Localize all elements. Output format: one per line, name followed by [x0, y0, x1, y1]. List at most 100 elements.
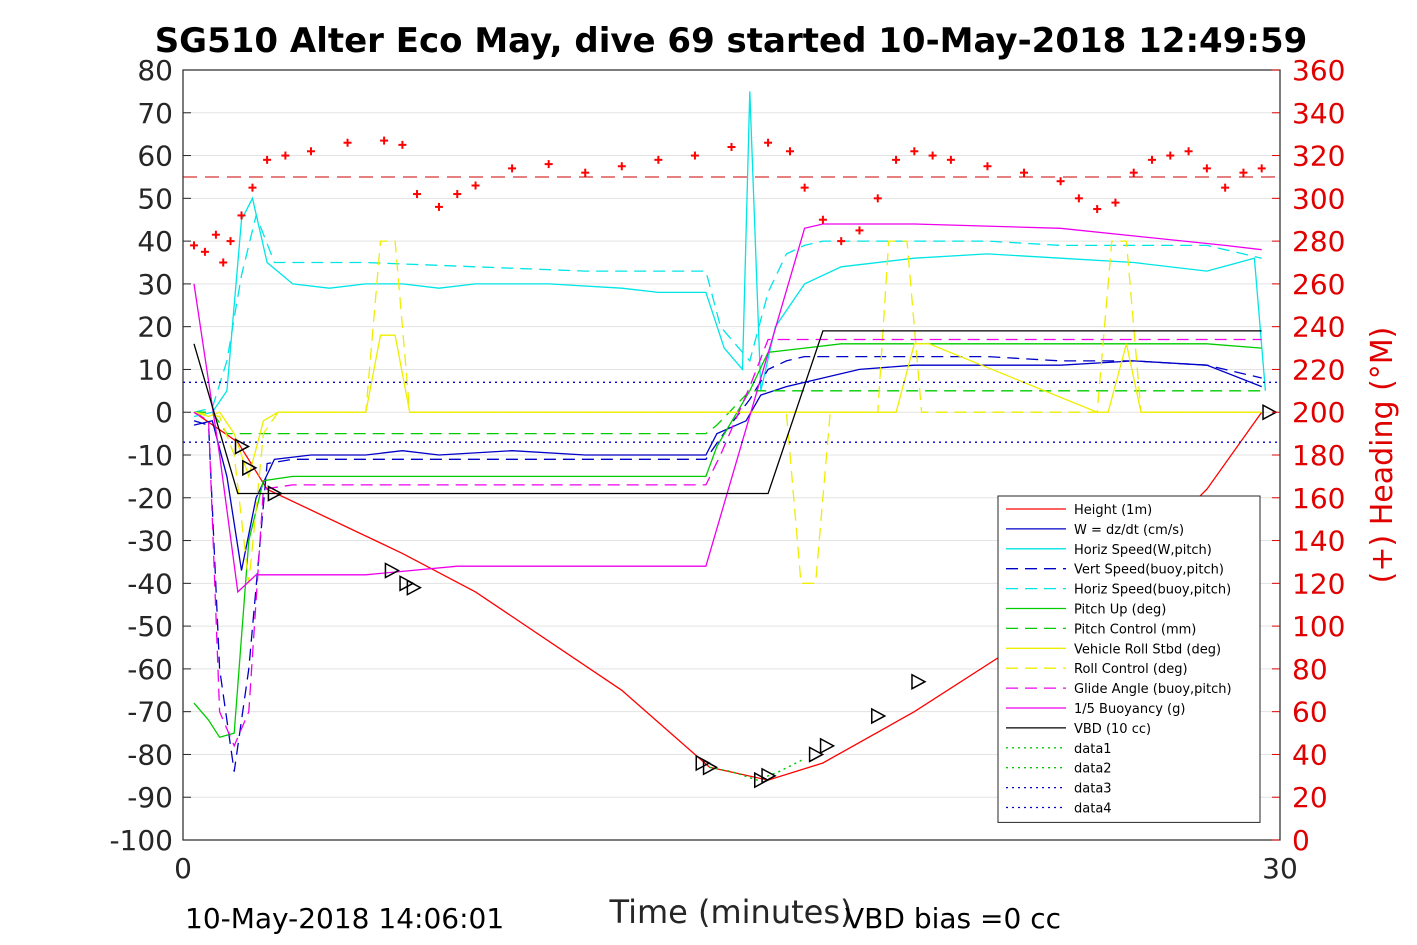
heading-point	[727, 143, 736, 151]
legend: Height (1m) W = dz/dt (cm/s) Horiz Speed(W…	[997, 495, 1261, 823]
chart-title: SG510 Alter Eco May, dive 69 started 10-…	[155, 21, 1308, 61]
legend-label: Pitch Control (mm)	[1074, 622, 1196, 637]
legend-label: Vert Speed(buoy,pitch)	[1074, 563, 1224, 578]
y2-tick-label: 320	[1292, 140, 1345, 173]
event-marker	[242, 459, 258, 477]
heading-point	[281, 151, 290, 160]
heading-point	[306, 147, 315, 156]
y2-tick-label: 340	[1292, 97, 1345, 130]
x-tick-label: 30	[1262, 852, 1298, 885]
heading-point	[581, 168, 590, 177]
y2-tick-label: 300	[1292, 182, 1345, 215]
y2-tick-label: 40	[1292, 738, 1328, 771]
y2-tick-label: 180	[1292, 439, 1345, 472]
heading-point	[211, 230, 220, 239]
heading-point	[617, 162, 626, 171]
heading-point	[1074, 194, 1083, 203]
event-marker	[1262, 403, 1278, 421]
x-tick-label: 0	[174, 852, 192, 885]
y-tick-label: 50	[137, 182, 173, 215]
y-tick-label: -50	[127, 610, 173, 643]
y2-tick-label: 240	[1292, 311, 1345, 344]
y-tick-label: -70	[127, 696, 173, 729]
legend-label: Horiz Speed(W,pitch)	[1074, 543, 1212, 558]
event-marker	[234, 438, 251, 455]
heading-point	[263, 155, 272, 164]
event-marker	[761, 767, 777, 785]
y2-tick-label: 280	[1292, 225, 1345, 258]
heading-point	[654, 155, 663, 164]
y2-tick-label: 200	[1292, 396, 1345, 429]
heading-point	[398, 140, 407, 149]
heading-point	[544, 160, 553, 169]
heading-point	[764, 138, 773, 147]
y-tick-label: -10	[127, 439, 173, 472]
y-tick-label: -40	[127, 567, 173, 600]
heading-point	[1148, 155, 1157, 164]
legend-label: data1	[1074, 742, 1112, 757]
right-axis-label: (+) Heading (°M)	[1365, 327, 1400, 584]
event-marker	[808, 746, 825, 763]
y2-tick-label: 160	[1292, 482, 1345, 515]
y2-tick-label: 360	[1292, 54, 1345, 87]
heading-point	[434, 202, 443, 211]
heading-point	[800, 183, 809, 192]
heading-point	[837, 237, 846, 246]
heading-point	[818, 215, 827, 224]
event-marker	[406, 579, 422, 596]
heading-point	[1257, 164, 1266, 173]
series-line-6	[194, 390, 1262, 435]
heading-point	[189, 241, 198, 250]
heading-point	[786, 147, 795, 156]
heading-point	[453, 190, 462, 199]
y2-tick-label: 80	[1292, 653, 1328, 686]
heading-point	[248, 183, 257, 192]
legend-label: data3	[1074, 782, 1112, 797]
series-line-11	[193, 330, 1262, 495]
event-marker	[695, 754, 711, 772]
y-tick-label: 60	[137, 140, 173, 173]
series-line-2	[193, 91, 1267, 418]
y-tick-label: -30	[127, 525, 173, 558]
series-line-9	[193, 338, 1262, 748]
tick-layer: 80706050403020100-10-20-30-40-50-60-70-8…	[109, 54, 1345, 885]
heading-point	[1111, 198, 1120, 207]
heading-point	[1202, 164, 1211, 173]
y-tick-label: 0	[155, 396, 173, 429]
series-line-5	[193, 343, 1262, 739]
y2-tick-label: 120	[1292, 567, 1345, 600]
heading-point	[200, 247, 209, 256]
marker-layer	[189, 136, 1278, 789]
heading-point	[219, 258, 228, 267]
legend-label: Vehicle Roll Stbd (deg)	[1074, 642, 1221, 657]
legend-label: Height (1m)	[1074, 503, 1152, 518]
series-line-1	[193, 360, 1262, 571]
series-line-13	[709, 758, 805, 781]
y-tick-label: -100	[109, 824, 173, 857]
y-tick-label: -20	[127, 482, 173, 515]
heading-point	[910, 147, 919, 156]
legend-label: Glide Angle (buoy,pitch)	[1074, 682, 1232, 697]
legend-label: data2	[1074, 762, 1112, 777]
heading-point	[1129, 168, 1138, 177]
end-time-annotation: 10-May-2018 14:06:01	[185, 902, 504, 935]
y-tick-label: -90	[127, 781, 173, 814]
heading-point	[873, 194, 882, 203]
series-layer	[183, 91, 1280, 781]
y-tick-label: -80	[127, 738, 173, 771]
heading-point	[226, 237, 235, 246]
event-marker	[267, 485, 283, 502]
legend-label: VBD (10 cc)	[1074, 722, 1151, 737]
y-tick-label: -60	[127, 653, 173, 686]
heading-point	[237, 211, 246, 220]
series-line-3	[193, 355, 1262, 772]
y-tick-label: 80	[137, 54, 173, 87]
y2-tick-label: 60	[1292, 696, 1328, 729]
event-marker	[871, 707, 887, 725]
legend-label: W = dz/dt (cm/s)	[1074, 523, 1184, 538]
legend-label: 1/5 Buoyancy (g)	[1074, 702, 1185, 717]
y2-tick-label: 260	[1292, 268, 1345, 301]
heading-point	[1184, 147, 1193, 156]
series-line-12	[709, 758, 805, 781]
